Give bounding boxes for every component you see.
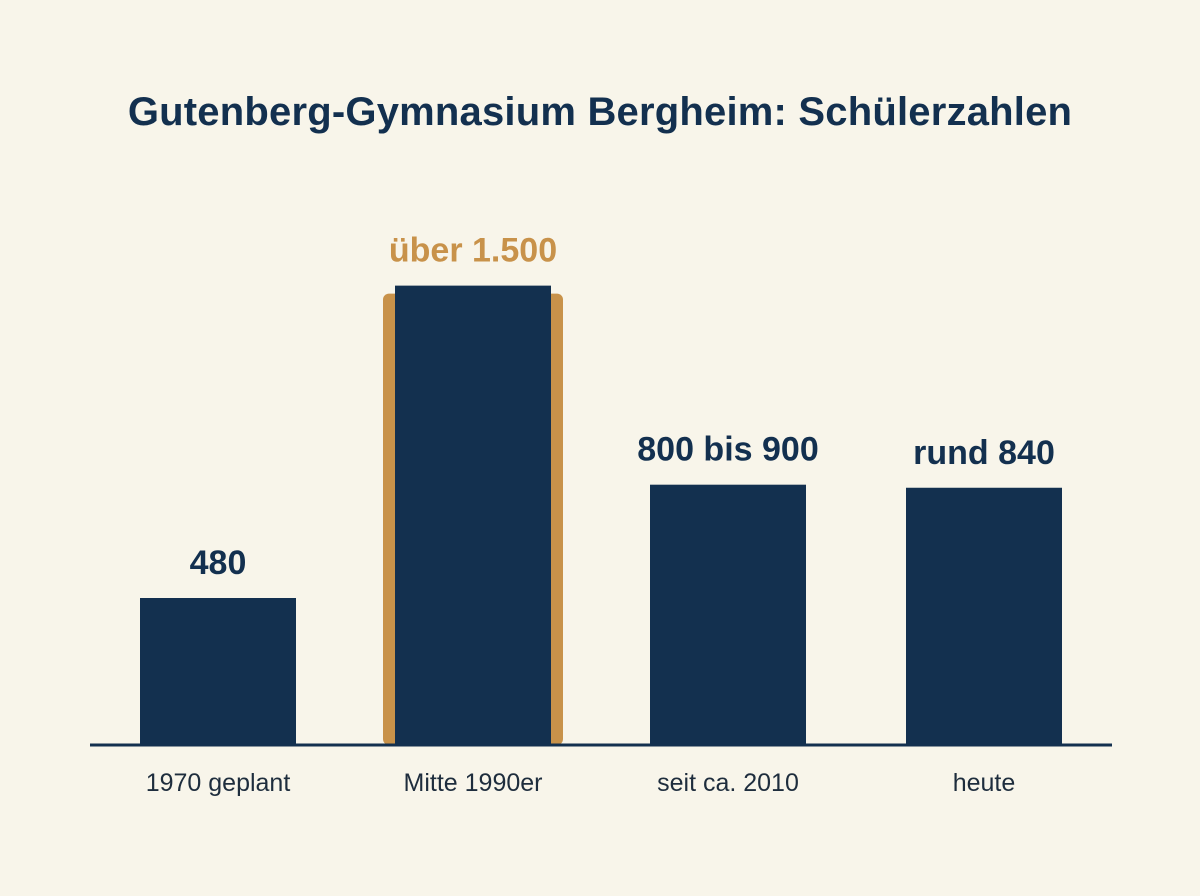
bar-3 (906, 487, 1062, 745)
bar-2 (650, 484, 806, 745)
bars-layer (140, 285, 1062, 745)
x-tick-label-3: heute (953, 769, 1016, 797)
chart-title: Gutenberg-Gymnasium Bergheim: Schülerzah… (127, 90, 1073, 134)
value-label-0: 480 (190, 544, 247, 582)
x-tick-label-0: 1970 geplant (146, 769, 291, 797)
value-label-2: 800 bis 900 (637, 431, 818, 469)
bar-0 (140, 598, 296, 745)
bar-1 (395, 285, 551, 745)
labels-layer: 480 1970 geplant über 1.500 Mitte 1990er 800… (146, 232, 1055, 797)
x-tick-label-2: seit ca. 2010 (657, 769, 799, 797)
value-label-1: über 1.500 (389, 232, 557, 270)
value-label-3: rund 840 (913, 434, 1055, 472)
x-tick-label-1: Mitte 1990er (404, 769, 543, 797)
